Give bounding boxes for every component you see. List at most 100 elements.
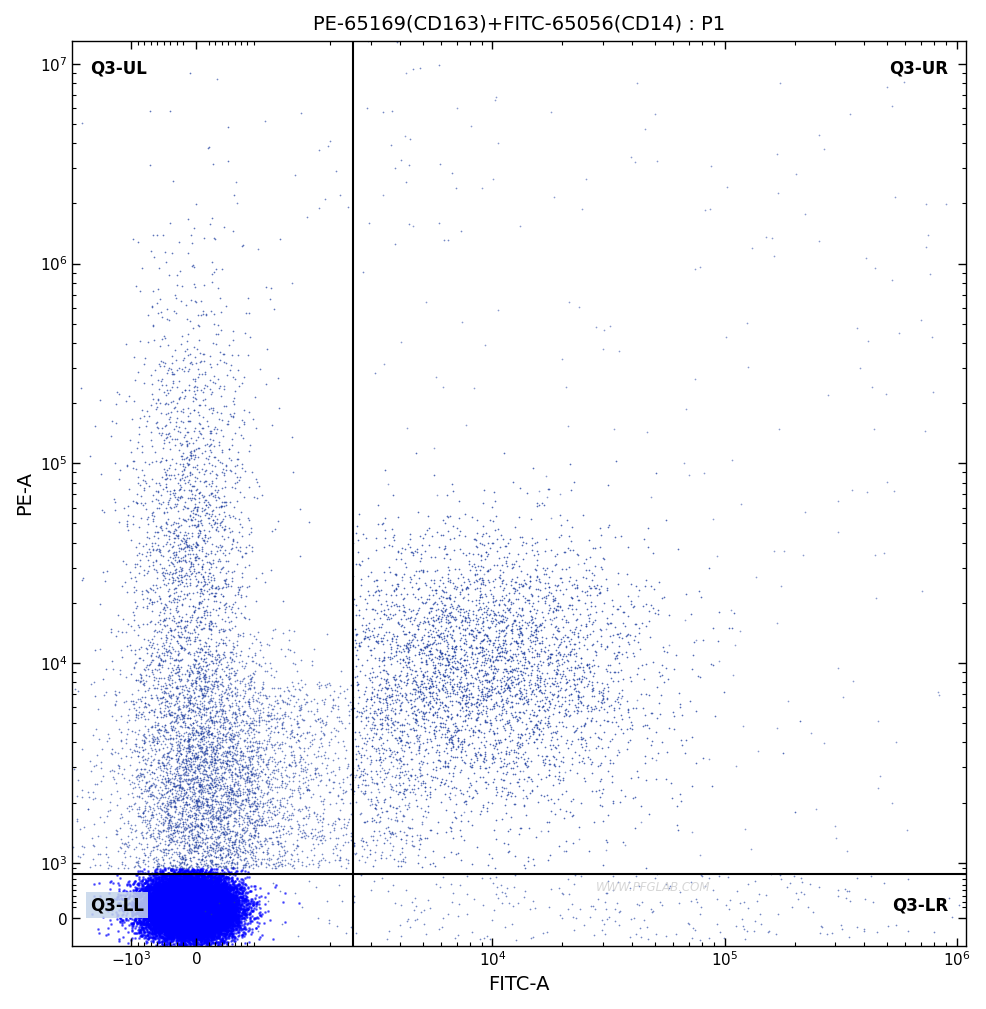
Point (216, 872, 232, 888)
Point (472, 723, 488, 740)
Point (162, 903, 177, 919)
Point (357, 590, 373, 606)
Point (155, 920, 171, 936)
Point (199, 777, 215, 793)
Point (190, 891, 206, 907)
Point (151, 922, 167, 938)
Point (413, 707, 429, 723)
Point (148, 892, 164, 908)
Point (162, 895, 177, 911)
Point (213, 909, 229, 925)
Point (147, 922, 163, 938)
Point (181, 928, 197, 944)
Point (197, 634, 213, 650)
Point (146, 900, 162, 916)
Point (161, 909, 176, 925)
Point (171, 894, 186, 910)
Point (184, 890, 200, 906)
Point (420, 650, 436, 666)
Point (184, 922, 200, 938)
Point (176, 887, 191, 903)
Point (194, 906, 210, 922)
Point (193, 900, 209, 916)
Point (181, 897, 197, 913)
Point (203, 884, 219, 900)
Point (201, 898, 217, 914)
Point (179, 903, 195, 919)
Point (196, 904, 212, 920)
Point (197, 913, 213, 929)
Point (148, 902, 164, 918)
Point (196, 894, 212, 910)
Point (170, 902, 185, 918)
Point (168, 908, 183, 924)
Point (158, 426, 174, 442)
Point (186, 877, 202, 893)
Point (185, 925, 201, 941)
Point (172, 900, 187, 916)
Point (160, 898, 176, 914)
Point (169, 761, 184, 777)
Point (218, 908, 234, 924)
Point (177, 909, 193, 925)
Point (458, 633, 473, 649)
Point (188, 912, 204, 928)
Point (172, 882, 187, 898)
Point (179, 910, 195, 926)
Point (383, 778, 398, 794)
Point (200, 912, 216, 928)
Point (164, 902, 179, 918)
Point (188, 896, 204, 912)
Point (185, 887, 201, 903)
Point (171, 900, 186, 916)
Point (198, 894, 214, 910)
Point (146, 887, 162, 903)
Point (200, 894, 216, 910)
Point (545, 676, 561, 692)
Point (155, 734, 171, 750)
Point (172, 892, 187, 908)
Point (173, 900, 188, 916)
Point (186, 764, 202, 780)
Point (190, 900, 206, 916)
Point (189, 901, 205, 917)
Point (195, 905, 211, 921)
Point (191, 926, 207, 942)
Point (158, 906, 174, 922)
Point (190, 906, 206, 922)
Point (214, 922, 230, 938)
Point (177, 904, 193, 920)
Point (252, 702, 268, 718)
Point (202, 898, 218, 914)
Point (189, 772, 205, 788)
Point (171, 913, 186, 929)
Point (188, 875, 204, 891)
Point (416, 779, 432, 795)
Point (199, 912, 215, 928)
Point (157, 917, 173, 933)
Point (268, 829, 284, 846)
Point (189, 902, 205, 918)
Point (213, 916, 229, 932)
Point (156, 900, 172, 916)
Point (152, 699, 168, 715)
Point (645, 546, 661, 562)
Point (170, 917, 185, 933)
Point (193, 909, 209, 925)
Point (374, 634, 389, 650)
Point (378, 694, 393, 710)
Point (236, 910, 251, 926)
Point (211, 905, 227, 921)
Point (193, 913, 209, 929)
Point (331, 811, 347, 827)
Point (190, 907, 206, 923)
Point (171, 883, 186, 899)
Point (186, 910, 202, 926)
Point (149, 907, 165, 923)
Point (170, 722, 185, 739)
Point (189, 914, 205, 930)
Point (183, 885, 199, 901)
Point (193, 789, 209, 805)
Point (174, 890, 189, 906)
Point (196, 893, 212, 909)
